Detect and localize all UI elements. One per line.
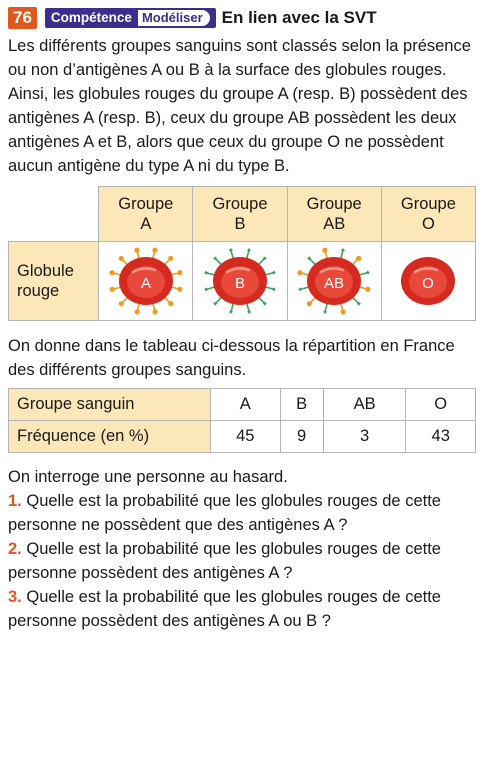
- question-2: 2. Quelle est la probabilité que les glo…: [8, 537, 479, 585]
- questions-intro: On interroge une personne au hasard.: [8, 468, 288, 486]
- antigen-a-icon: [168, 300, 174, 307]
- header-group-o: Groupe O: [380, 186, 477, 242]
- empty-corner-cell: [8, 186, 99, 242]
- antigen-a-icon: [134, 309, 140, 315]
- antigen-a-icon: [297, 270, 303, 276]
- question-3-number: 3.: [8, 588, 22, 606]
- antigen-a-icon: [118, 255, 124, 262]
- competence-badge: Compétence Modéliser: [44, 8, 216, 28]
- antigen-b-icon: [247, 309, 252, 314]
- red-blood-cell-ab-icon: AB: [297, 247, 371, 315]
- frequency-header-row: Groupe sanguin A B AB O: [8, 388, 476, 421]
- question-1: 1. Quelle est la probabilité que les glo…: [8, 489, 479, 537]
- header-blood-group-label: Groupe sanguin: [8, 388, 211, 421]
- frequency-table: Groupe sanguin A B AB O Fréquence (en %)…: [8, 388, 476, 453]
- exercise-number: 76: [8, 7, 37, 29]
- cell-group-a: A: [98, 241, 194, 321]
- red-blood-cell-o-icon: O: [401, 257, 456, 305]
- exercise-header: 76 Compétence Modéliser En lien avec la …: [8, 6, 479, 30]
- question-1-number: 1.: [8, 492, 22, 510]
- antigen-b-icon: [204, 270, 209, 275]
- groups-header-row: Groupe A Groupe B Groupe AB Groupe O: [8, 186, 477, 242]
- header-group-ab: Groupe AB: [286, 186, 382, 242]
- antigen-b-icon: [271, 270, 276, 275]
- blood-groups-table: Groupe A Groupe B Groupe AB Groupe O Globule…: [7, 186, 477, 321]
- header-group-a: Groupe A: [98, 186, 194, 242]
- cell-group-ab: AB: [286, 241, 382, 321]
- distribution-paragraph: On donne dans le tableau ci-dessous la r…: [8, 337, 455, 379]
- antigen-a-icon: [177, 286, 183, 292]
- red-blood-cell-b-icon: B: [204, 248, 276, 314]
- antigen-b-icon: [229, 309, 233, 314]
- antigen-b-icon: [357, 301, 361, 306]
- antigen-b-icon: [341, 248, 346, 253]
- question-3: 3. Quelle est la probabilité que les glo…: [8, 585, 479, 633]
- antigen-a-icon: [167, 255, 174, 261]
- frequency-value-row: Fréquence (en %) 45 9 3 43: [8, 420, 476, 453]
- antigen-a-icon: [356, 255, 362, 261]
- subject-link-title: En lien avec la SVT: [221, 8, 377, 27]
- cell-label-ab: AB: [324, 275, 344, 292]
- antigen-b-icon: [247, 248, 251, 253]
- question-1-text: Quelle est la probabilité que les globul…: [8, 492, 441, 534]
- group-cell-a: A: [210, 388, 281, 421]
- antigen-b-icon: [271, 287, 276, 292]
- group-cell-b: B: [279, 388, 324, 421]
- red-cell-row: Globule rouge A B: [7, 241, 477, 321]
- antigen-a-icon: [322, 247, 328, 253]
- header-group-b: Groupe B: [192, 186, 288, 242]
- question-2-text: Quelle est la probabilité que les globul…: [8, 540, 441, 582]
- antigen-a-icon: [152, 309, 158, 315]
- group-cell-ab: AB: [322, 388, 407, 421]
- antigen-b-icon: [228, 248, 233, 253]
- cell-group-b: B: [192, 241, 288, 321]
- frequency-cell-a: 45: [210, 420, 281, 453]
- antigen-a-icon: [118, 301, 124, 307]
- frequency-cell-o: 43: [405, 420, 476, 453]
- cell-group-o: O: [380, 241, 477, 321]
- row-label-red-cell: Globule rouge: [7, 241, 100, 321]
- antigen-b-icon: [204, 287, 209, 292]
- antigen-a-icon: [109, 270, 115, 276]
- antigen-a-icon: [306, 301, 313, 307]
- cell-label-a: A: [141, 275, 151, 292]
- group-cell-o: O: [405, 388, 476, 421]
- competence-value: Modéliser: [137, 10, 210, 26]
- antigen-b-icon: [262, 301, 267, 306]
- antigen-a-icon: [152, 247, 158, 253]
- antigen-a-icon: [134, 247, 140, 253]
- question-3-text: Quelle est la probabilité que les globul…: [8, 588, 441, 630]
- frequency-cell-b: 9: [279, 420, 324, 453]
- antigen-a-icon: [340, 309, 346, 315]
- competence-label: Compétence: [50, 10, 132, 25]
- antigen-a-icon: [177, 270, 183, 276]
- frequency-row-label: Fréquence (en %): [8, 420, 211, 453]
- frequency-cell-ab: 3: [322, 420, 407, 453]
- antigen-a-icon: [109, 286, 115, 292]
- antigen-b-icon: [298, 287, 303, 292]
- cell-label-b: B: [235, 275, 245, 292]
- antigen-b-icon: [366, 270, 370, 275]
- antigen-b-icon: [323, 309, 328, 314]
- intro-paragraph: Les différents groupes sanguins sont cla…: [8, 37, 471, 175]
- question-2-number: 2.: [8, 540, 22, 558]
- red-blood-cell-a-icon: A: [109, 247, 183, 315]
- antigen-a-icon: [365, 286, 371, 292]
- cell-label-o: O: [423, 275, 435, 292]
